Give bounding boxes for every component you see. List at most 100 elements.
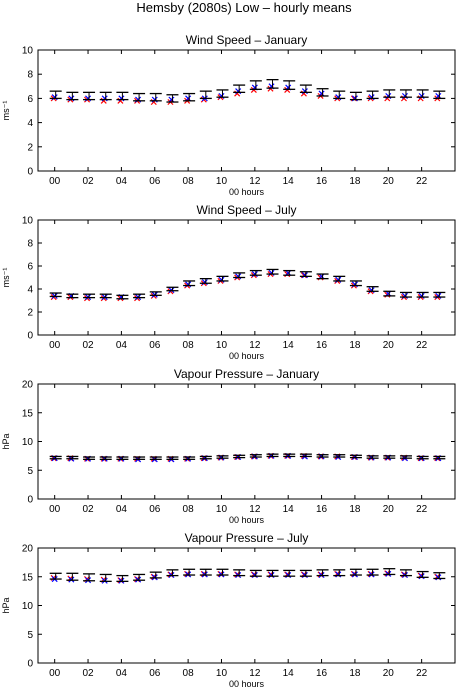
- error-bar: [183, 280, 196, 287]
- x-tick-label: 06: [149, 340, 161, 351]
- error-bar: [233, 272, 246, 279]
- plot-frame: [37, 383, 456, 500]
- y-tick-label: 6: [27, 262, 33, 273]
- error-bar: [266, 453, 279, 458]
- x-tick-label: 00: [49, 504, 61, 515]
- data-point: [435, 92, 442, 100]
- error-bar: [183, 92, 196, 102]
- x-tick-label: 00: [49, 176, 61, 187]
- error-bar: [183, 568, 196, 576]
- error-bar: [249, 454, 262, 458]
- error-bar: [299, 271, 312, 278]
- panel-title: Wind Speed – January: [186, 33, 307, 47]
- x-tick-label: 18: [349, 176, 361, 187]
- x-tick-label: 16: [316, 340, 328, 351]
- error-bar: [366, 286, 379, 292]
- x-tick-label: 02: [82, 668, 94, 679]
- x-tick-label: 04: [116, 340, 128, 351]
- error-bar: [166, 286, 179, 292]
- error-bar: [283, 269, 296, 276]
- x-tick-label: 20: [383, 176, 395, 187]
- plot-frame: [37, 219, 456, 336]
- y-tick-label: 8: [27, 70, 33, 81]
- error-bar: [349, 91, 362, 101]
- error-bar: [333, 275, 346, 282]
- error-bar: [316, 273, 329, 280]
- y-tick-label: 10: [22, 46, 34, 57]
- error-bar: [299, 569, 312, 577]
- plot-frame: [37, 49, 456, 172]
- x-tick-label: 06: [149, 668, 161, 679]
- x-tick-label: 04: [116, 668, 128, 679]
- error-bar: [49, 90, 62, 100]
- y-tick-label: 20: [22, 544, 34, 555]
- x-tick-label: 14: [283, 340, 295, 351]
- y-axis-label: ms⁻¹: [1, 101, 11, 121]
- error-bar: [49, 292, 62, 298]
- error-bar: [199, 277, 212, 284]
- error-bar: [199, 568, 212, 576]
- error-bar: [133, 92, 146, 102]
- error-bar: [116, 574, 129, 582]
- error-bar: [249, 269, 262, 276]
- error-bar: [316, 88, 329, 97]
- error-bar: [99, 293, 112, 299]
- error-bar: [433, 455, 446, 460]
- x-tick-label: 20: [383, 340, 395, 351]
- data-point-stroke: [318, 90, 325, 97]
- error-bar: [83, 456, 96, 460]
- y-tick-label: 4: [27, 118, 33, 129]
- x-tick-label: 16: [316, 668, 328, 679]
- error-bar: [66, 91, 79, 101]
- error-bar: [83, 91, 96, 101]
- panel-title: Vapour Pressure – July: [185, 531, 309, 545]
- error-bar: [299, 84, 312, 93]
- y-tick-label: 10: [22, 601, 34, 612]
- x-tick-label: 14: [283, 176, 295, 187]
- error-bar: [299, 453, 312, 458]
- plot-frame: [37, 547, 456, 664]
- error-bar: [133, 456, 146, 460]
- x-tick-label: 10: [216, 340, 228, 351]
- error-bar: [416, 455, 429, 460]
- error-bar: [66, 455, 79, 460]
- x-tick-label: 12: [249, 176, 261, 187]
- error-bar: [333, 569, 346, 577]
- x-tick-label: 02: [82, 176, 94, 187]
- error-bar: [399, 291, 412, 298]
- error-bar: [49, 572, 62, 580]
- data-point-stroke: [168, 96, 175, 103]
- error-bar: [166, 456, 179, 460]
- error-bar: [316, 454, 329, 458]
- error-bar: [99, 456, 112, 460]
- data-point: [168, 96, 175, 103]
- y-tick-label: 5: [27, 466, 33, 477]
- y-tick-label: 15: [22, 572, 34, 583]
- error-bar: [249, 569, 262, 577]
- x-tick-label: 12: [249, 340, 261, 351]
- error-bar: [99, 573, 112, 582]
- y-tick-label: 20: [22, 380, 34, 391]
- y-tick-label: 0: [27, 331, 33, 342]
- x-tick-label: 22: [416, 504, 428, 515]
- error-bar: [416, 570, 429, 578]
- y-tick-label: 2: [27, 308, 33, 319]
- x-axis-label: 00 hours: [229, 351, 265, 361]
- error-bar: [266, 268, 279, 275]
- error-bar: [383, 89, 396, 98]
- error-bar: [433, 572, 446, 580]
- error-bar: [233, 454, 246, 459]
- error-bar: [199, 455, 212, 460]
- error-bar: [333, 90, 346, 100]
- y-tick-label: 15: [22, 408, 34, 419]
- error-bar: [216, 455, 229, 459]
- error-bar: [99, 91, 112, 101]
- x-tick-label: 22: [416, 668, 428, 679]
- x-tick-label: 04: [116, 504, 128, 515]
- x-tick-label: 06: [149, 504, 161, 515]
- x-tick-label: 20: [383, 668, 395, 679]
- error-bar: [366, 455, 379, 459]
- x-tick-label: 08: [183, 668, 195, 679]
